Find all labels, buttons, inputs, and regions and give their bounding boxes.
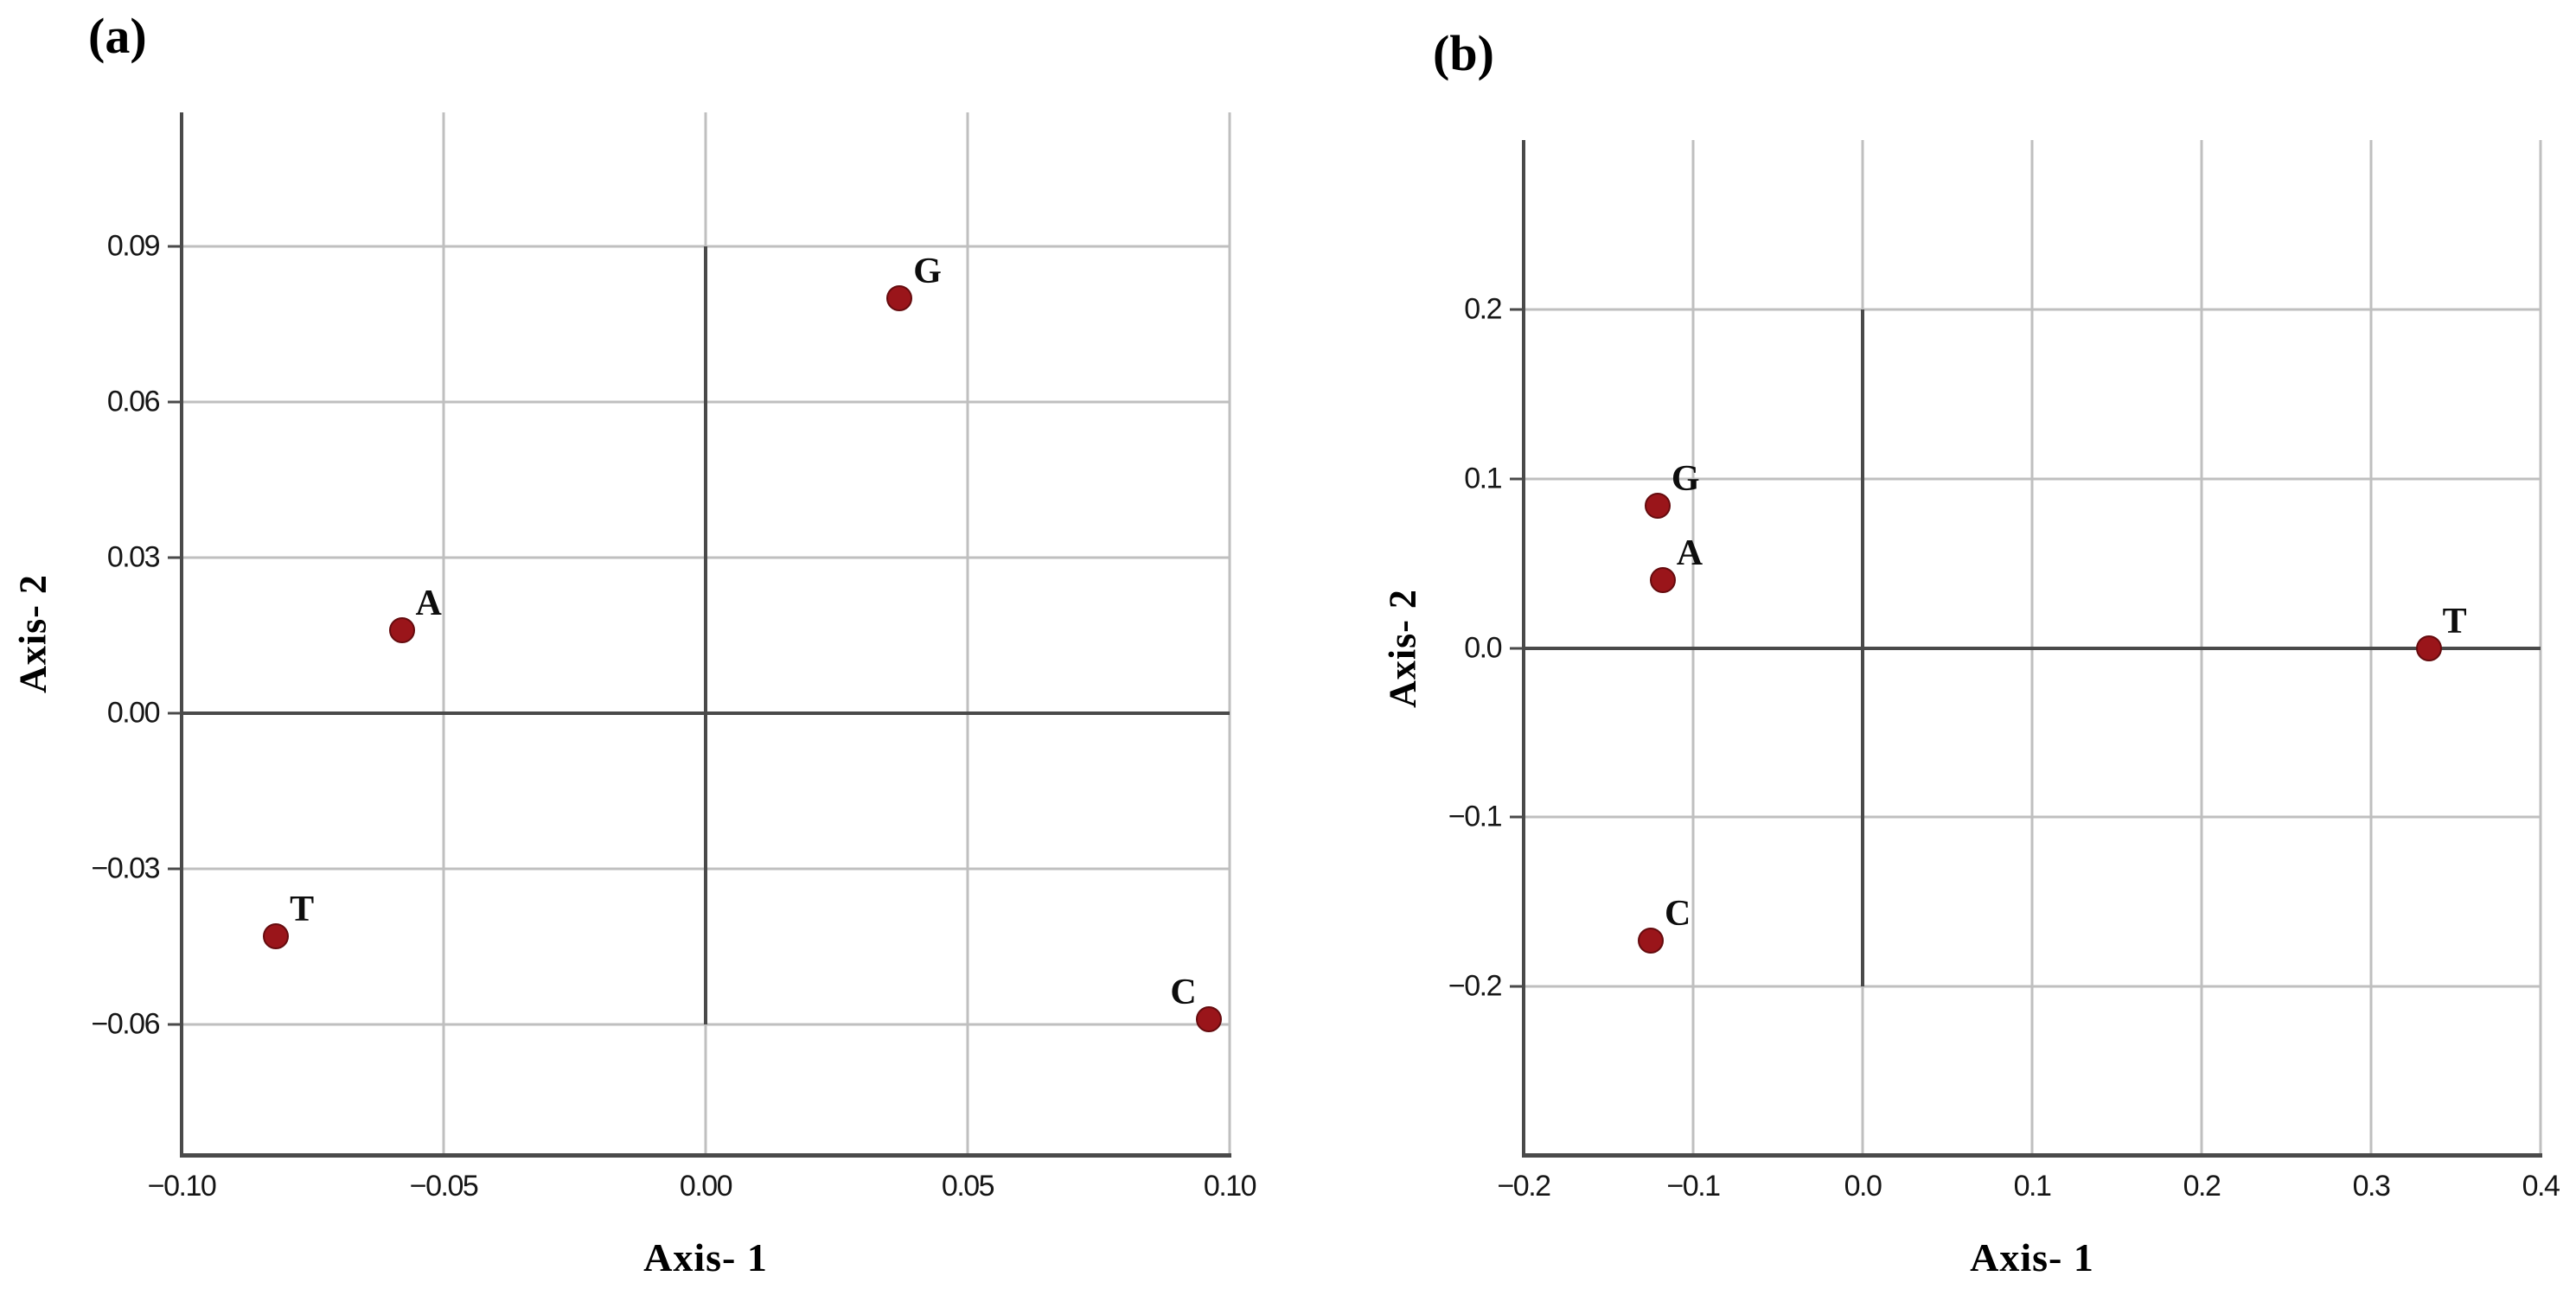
y-axis-title-b: Axis- 2 [1381, 589, 1424, 708]
x-tick-label: 0.05 [941, 1170, 995, 1203]
data-point-label-T: T [2442, 601, 2467, 641]
gridline-horizontal [1524, 477, 2541, 481]
y-axis-line [1522, 140, 1525, 1158]
x-tick-label: 0.2 [2183, 1170, 2221, 1203]
scatter-plot-a: −0.10 −0.05 0.00 0.05 0.10 0.09 0.06 0.03 0.00 −0… [91, 112, 1257, 1203]
y-tick-label: 0.2 [1464, 292, 1502, 326]
x-tick-label: 0.4 [2522, 1170, 2560, 1203]
y-axis-title-a: Axis- 2 [11, 574, 54, 693]
y-tick-label: 0.1 [1464, 462, 1502, 495]
y-axis-line [180, 112, 183, 1158]
y-tick-mark [168, 867, 182, 871]
data-point-G [886, 284, 913, 311]
x-axis-title-a: Axis- 1 [643, 1235, 768, 1279]
data-point-T [2415, 635, 2442, 661]
y-tick-mark [1510, 647, 1524, 649]
x-tick-label: 0.3 [2352, 1170, 2391, 1203]
x-tick-label: −0.10 [147, 1170, 217, 1203]
y-tick-label: 0.06 [106, 385, 161, 418]
data-point-C [1638, 928, 1664, 954]
x-axis-line [1522, 1153, 2542, 1158]
x-tick-label: −0.1 [1666, 1170, 1721, 1203]
x-tick-label: 0.0 [1844, 1170, 1882, 1203]
data-point-label-C: C [1170, 973, 1197, 1013]
data-point-label-A: A [415, 583, 442, 623]
y-tick-mark [168, 245, 182, 248]
scatter-plot-b: −0.2 −0.1 0.0 0.1 0.2 0.3 0.4 0.2 0.1 0.0 −0.1 −0.2… [1448, 140, 2560, 1203]
y-tick-mark [168, 1023, 182, 1026]
y-tick-label: 0.00 [106, 696, 161, 730]
y-tick-label: −0.2 [1448, 969, 1503, 1003]
gridline-vertical [2539, 140, 2542, 1156]
y-tick-label: −0.06 [91, 1007, 160, 1041]
x-axis-title-b: Axis- 1 [1970, 1235, 2094, 1279]
panel-label-a: (a) [88, 8, 147, 64]
y-tick-mark [1510, 985, 1524, 988]
x-tick-label: 0.10 [1203, 1170, 1257, 1203]
data-point-T [263, 923, 290, 950]
data-point-C [1195, 1006, 1222, 1033]
y-tick-label: −0.03 [91, 852, 160, 885]
y-tick-mark [1510, 477, 1524, 481]
gridline-horizontal [182, 1023, 1230, 1026]
y-tick-mark [1510, 815, 1524, 819]
y-tick-mark [168, 556, 182, 559]
y-tick-label: −0.1 [1448, 800, 1503, 833]
data-point-label-T: T [290, 890, 315, 930]
y-tick-mark [168, 711, 182, 715]
zero-reference-line-horizontal [1524, 646, 2541, 650]
data-point-A [388, 616, 415, 643]
x-tick-label: 0.1 [2013, 1170, 2052, 1203]
data-point-label-C: C [1665, 894, 1691, 935]
gridline-vertical [442, 112, 445, 1156]
data-point-label-G: G [1671, 459, 1700, 499]
y-tick-label: 0.09 [106, 229, 161, 263]
gridline-horizontal [1524, 308, 2541, 311]
zero-reference-line-horizontal [182, 711, 1230, 716]
x-axis-line [180, 1153, 1231, 1158]
x-tick-label: −0.05 [409, 1170, 479, 1203]
gridline-vertical [966, 112, 969, 1156]
gridline-horizontal [1524, 815, 2541, 819]
x-tick-label: −0.2 [1497, 1170, 1551, 1203]
gridline-vertical [1228, 112, 1231, 1156]
y-tick-mark [168, 400, 182, 404]
data-point-label-A: A [1676, 533, 1703, 574]
panel-label-b: (b) [1433, 25, 1494, 81]
data-point-G [1644, 493, 1671, 519]
y-tick-label: 0.0 [1464, 631, 1502, 664]
data-point-A [1649, 567, 1676, 594]
y-tick-mark [1510, 308, 1524, 311]
y-tick-label: 0.03 [106, 540, 161, 574]
x-tick-label: 0.00 [679, 1170, 733, 1203]
data-point-label-G: G [913, 251, 942, 291]
gridline-horizontal [1524, 985, 2541, 988]
zero-reference-line-vertical [704, 246, 707, 1025]
